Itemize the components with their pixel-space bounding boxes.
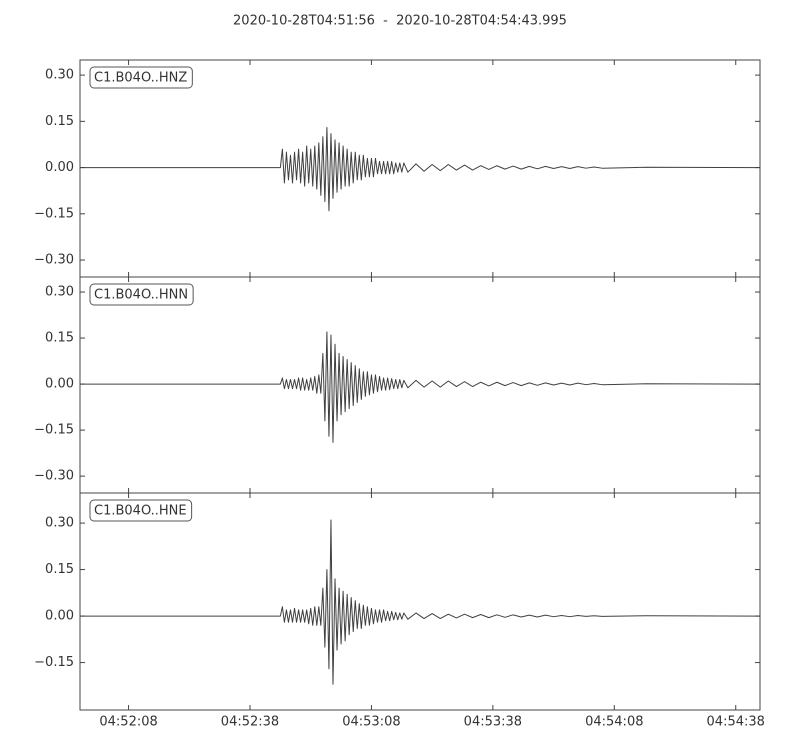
y-tick-label: 0.30 <box>45 516 74 531</box>
y-tick-label: −0.15 <box>34 206 74 221</box>
y-tick-label: 0.15 <box>45 562 74 577</box>
y-tick-label: 0.00 <box>45 609 74 624</box>
y-tick-label: −0.30 <box>34 469 74 484</box>
legend-label: C1.B04O..HNZ <box>94 71 187 86</box>
legend-box <box>89 283 194 306</box>
y-tick-label: −0.15 <box>34 655 74 670</box>
y-tick-label: 0.15 <box>45 114 74 129</box>
y-tick-label: 0.00 <box>45 160 74 175</box>
y-tick-label: 0.00 <box>45 377 74 392</box>
x-tick-label: 04:53:38 <box>464 715 522 730</box>
x-tick-label: 04:54:08 <box>585 715 643 730</box>
legend-box <box>89 499 193 522</box>
legend-label: C1.B04O..HNE <box>94 504 187 519</box>
panel-frame <box>79 59 761 278</box>
panel-frame <box>79 276 761 494</box>
trace <box>80 127 761 212</box>
legend-box <box>89 66 193 89</box>
y-tick-label: −0.15 <box>34 423 74 438</box>
figure-title: 2020-10-28T04:51:56 - 2020-10-28T04:54:4… <box>233 14 567 29</box>
x-tick-label: 04:54:38 <box>707 715 765 730</box>
x-tick-label: 04:52:38 <box>221 715 279 730</box>
y-tick-label: 0.15 <box>45 331 74 346</box>
trace <box>80 519 761 685</box>
x-tick-label: 04:52:08 <box>99 715 157 730</box>
y-tick-label: −0.30 <box>34 253 74 268</box>
y-tick-label: 0.30 <box>45 285 74 300</box>
legend-label: C1.B04O..HNN <box>94 288 188 303</box>
y-tick-label: 0.30 <box>45 68 74 83</box>
x-tick-label: 04:53:08 <box>342 715 400 730</box>
panel-frame <box>79 492 761 711</box>
trace <box>80 331 761 443</box>
